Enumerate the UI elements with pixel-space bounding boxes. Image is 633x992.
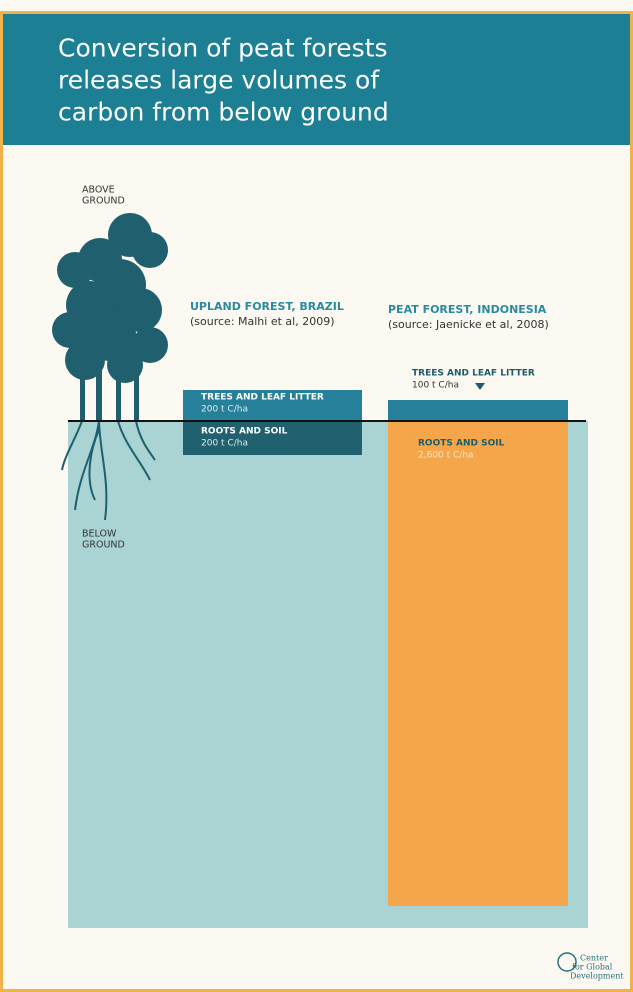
box-label: ROOTS AND SOIL <box>201 427 288 437</box>
roots-box <box>183 421 362 455</box>
box-amount: 200 t C/ha <box>201 405 248 415</box>
source: (source: Jaenicke et al, 2008) <box>388 318 549 331</box>
arrow <box>475 383 485 390</box>
tree-roots <box>61 420 156 521</box>
title-line: Conversion of peat forests <box>58 33 388 62</box>
section-title: UPLAND FOREST, BRAZIL <box>190 300 344 313</box>
label: GROUND <box>82 195 125 206</box>
box-label: TREES AND LEAF LITTER <box>412 369 535 379</box>
logo-text: for Global <box>572 963 613 972</box>
logo-text: Center <box>580 954 608 963</box>
section-title: PEAT FOREST, INDONESIA <box>388 303 547 316</box>
tree-icon <box>52 213 168 422</box>
logo-text: Development <box>570 972 624 981</box>
label: GROUND <box>82 539 125 550</box>
roots-box <box>388 421 568 906</box>
source: (source: Malhi et al, 2009) <box>190 315 335 328</box>
box-amount: 200 t C/ha <box>201 439 248 449</box>
title-line: carbon from below ground <box>58 97 389 126</box>
box-amount: 2,600 t C/ha <box>418 451 474 461</box>
title-line: releases large volumes of <box>58 65 380 94</box>
logo-icon <box>557 952 577 972</box>
box-label: ROOTS AND SOIL <box>418 439 505 449</box>
border <box>0 11 633 992</box>
trees-box <box>183 390 362 421</box>
box-label: TREES AND LEAF LITTER <box>201 393 324 403</box>
trees-box <box>388 400 568 421</box>
box-amount: 100 t C/ha <box>412 381 459 391</box>
header-band <box>3 14 630 145</box>
label: ABOVE <box>82 184 115 195</box>
label: BELOW <box>82 528 117 539</box>
